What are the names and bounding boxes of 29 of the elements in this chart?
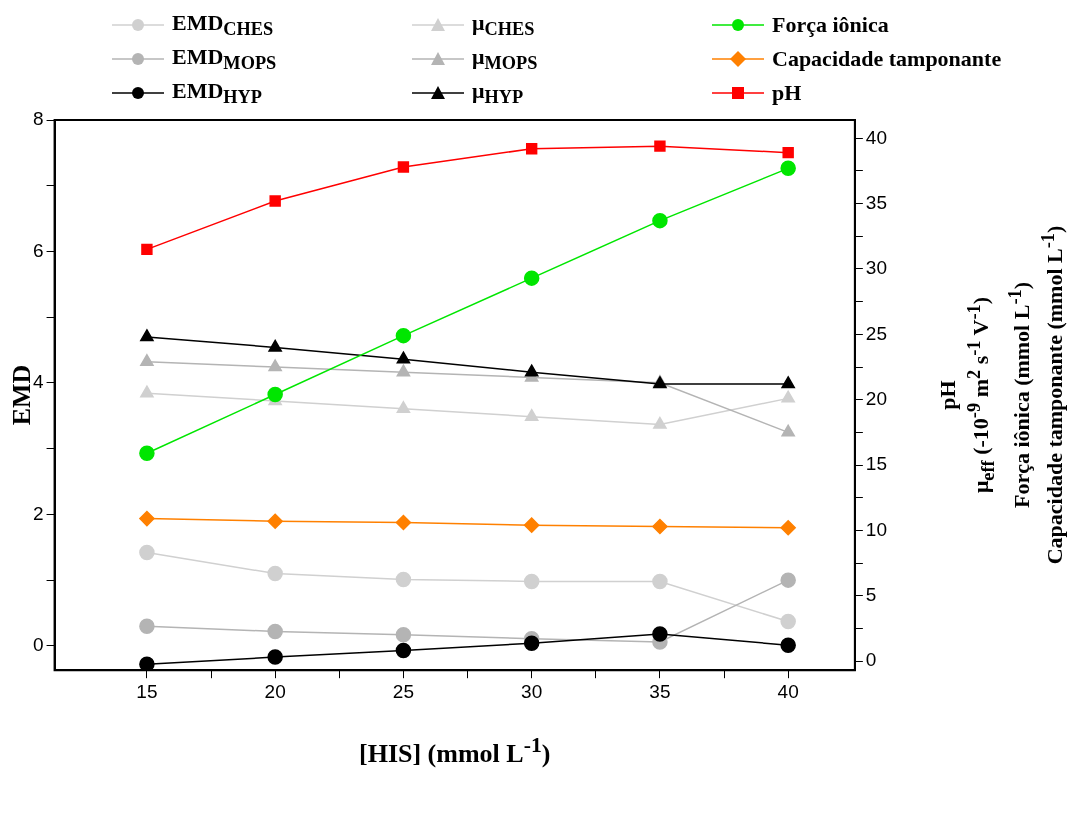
- y2-tick-label: 40: [865, 126, 888, 148]
- x-tick-label: 25: [392, 680, 414, 702]
- y2-tick-label: 20: [865, 387, 888, 409]
- legend-label: μ$_{MOPS}$: [472, 43, 538, 75]
- legend-label: μ$_{CHES}$: [472, 9, 535, 41]
- x-axis-title: [HIS] (mmol L$^{-1}$): [358, 732, 552, 769]
- y2-tick-label: 25: [865, 322, 888, 344]
- legend-label: EMD$_{MOPS}$: [172, 43, 277, 75]
- x-tick-label: 35: [649, 680, 671, 702]
- y2-tick-label: 15: [865, 453, 888, 475]
- legend-label: Capacidade tamponante: [772, 46, 1002, 72]
- y2-tick-label: 35: [865, 191, 888, 213]
- legend-label: EMD$_{HYP}$: [172, 77, 263, 109]
- y2-tick-label: 10: [865, 518, 888, 540]
- legend-label: pH: [772, 80, 802, 106]
- y2-tick-label: 5: [865, 583, 877, 605]
- x-tick-label: 15: [136, 680, 158, 702]
- x-tick-label: 40: [777, 680, 799, 702]
- x-tick-label: 30: [521, 680, 543, 702]
- x-tick-label: 20: [264, 680, 286, 702]
- legend-label: Força iônica: [772, 12, 889, 38]
- y2-tick-label: 30: [865, 257, 888, 279]
- y-tick-label: 0: [32, 634, 44, 656]
- y-tick-label: 8: [32, 108, 44, 130]
- y-tick-label: 6: [32, 239, 44, 261]
- legend-label: EMD$_{CHES}$: [172, 9, 274, 41]
- y2-tick-label: 0: [865, 649, 877, 671]
- legend-label: μ$_{HYP}$: [472, 77, 524, 109]
- y-tick-label: 2: [32, 502, 44, 524]
